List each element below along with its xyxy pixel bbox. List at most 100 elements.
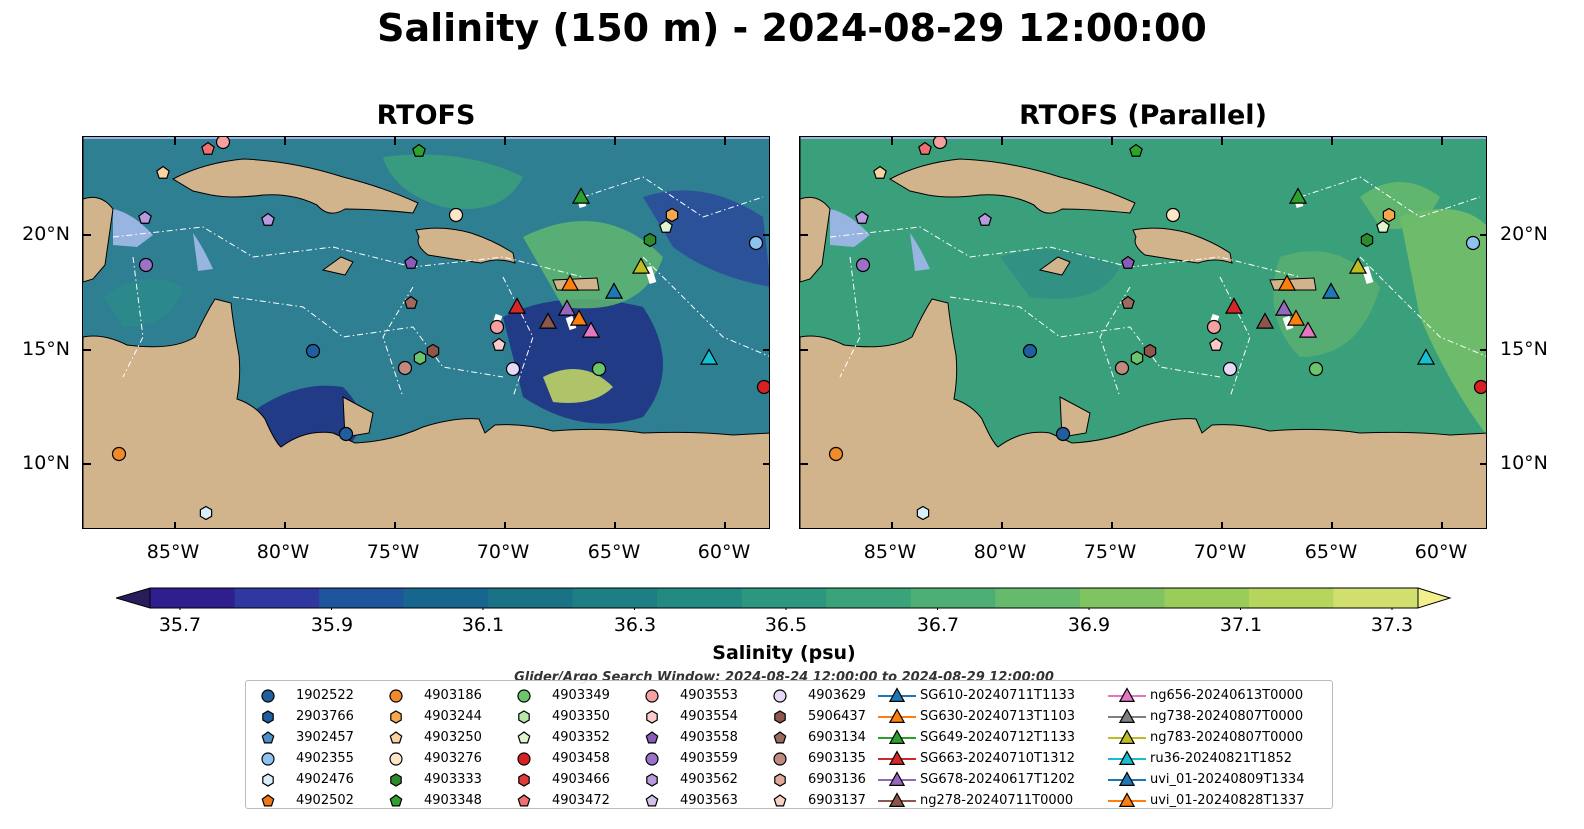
cbar-tick-36-5: 36.5 [764, 614, 808, 636]
float-marker-22 [569, 309, 589, 326]
float-marker-23 [1298, 321, 1318, 338]
legend-pentagon-marker-icon [645, 794, 659, 807]
legend-item: ng783-20240807T0000 [1106, 727, 1336, 748]
float-marker-28 [1114, 360, 1130, 376]
legend-triangle-marker-icon [1108, 708, 1146, 723]
legend-label: 4903629 [808, 688, 866, 703]
legend-label: 4903250 [424, 730, 482, 745]
legend-label: 4903466 [552, 772, 610, 787]
float-marker-29 [1222, 361, 1238, 377]
lat-label-10n-right: 10°N [1500, 452, 1548, 474]
legend-circle-marker-icon [389, 752, 403, 766]
float-marker-7 [1129, 143, 1143, 157]
float-marker-21 [1274, 299, 1294, 316]
float-marker-35 [199, 505, 213, 521]
float-marker-25 [305, 343, 321, 359]
legend-item: 3902457 [252, 727, 380, 748]
legend-item: 6903137 [764, 790, 892, 811]
colorbar-bin [403, 588, 489, 608]
float-marker-26 [426, 343, 440, 359]
float-marker-24 [1209, 337, 1223, 351]
colorbar-bin [319, 588, 405, 608]
figure-title: Salinity (150 m) - 2024-08-29 12:00:00 [377, 6, 1207, 50]
float-marker-19 [1206, 319, 1222, 335]
legend-symbol [1118, 729, 1136, 744]
legend-symbol [888, 771, 906, 786]
float-marker-24 [492, 337, 506, 351]
lat-label-20n-left: 20°N [22, 223, 70, 245]
legend-item: 4902476 [252, 769, 380, 790]
legend-label: 5906437 [808, 709, 866, 724]
legend-label: SG678-20240617T1202 [920, 772, 1076, 787]
legend-label: 6903136 [808, 772, 866, 787]
cbar-tick-36-1: 36.1 [461, 614, 505, 636]
cbar-tick-37-1: 37.1 [1219, 614, 1263, 636]
colorbar-bin [826, 588, 912, 608]
legend-item: 4903629 [764, 685, 892, 706]
panel-title-rtofs: RTOFS [376, 100, 476, 131]
legend-item: SG649-20240712T1133 [876, 727, 1106, 748]
legend-triangle-marker-icon [1108, 729, 1146, 744]
legend-item: 4903250 [380, 727, 508, 748]
legend-triangle-marker-icon [1108, 750, 1146, 765]
float-marker-22 [1286, 309, 1306, 326]
lat-label-10n-left: 10°N [22, 452, 70, 474]
legend-hexagon-marker-icon [390, 710, 402, 724]
float-marker-11 [1360, 232, 1374, 248]
legend-pentagon-marker-icon [773, 794, 787, 807]
legend-item: 1902522 [252, 685, 380, 706]
legend-item: 4903244 [380, 706, 508, 727]
legend-item: SG663-20240710T1312 [876, 748, 1106, 769]
legend-symbol [1118, 708, 1136, 723]
float-marker-30 [591, 361, 607, 377]
legend-symbol [517, 731, 531, 744]
legend-symbol [645, 794, 659, 807]
cbar-tick-35-7: 35.7 [158, 614, 202, 636]
legend-item: 4903276 [380, 748, 508, 769]
legend-label: 4902355 [296, 751, 354, 766]
legend-pentagon-marker-icon [389, 794, 403, 807]
legend-triangle-marker-icon [1108, 687, 1146, 702]
legend-label: ng738-20240807T0000 [1150, 709, 1304, 724]
legend-symbol [646, 773, 658, 787]
salinity-map-rtofs [83, 137, 769, 528]
legend-item: 4903186 [380, 685, 508, 706]
legend-item: SG610-20240711T1133 [876, 685, 1106, 706]
legend-hexagon-marker-icon [518, 773, 530, 787]
legend-label: ru36-20240821T1852 [1150, 751, 1293, 766]
legend-pentagon-marker-icon [261, 794, 275, 807]
legend-symbol [518, 773, 530, 787]
float-marker-2 [932, 137, 948, 150]
legend-symbol [389, 689, 403, 703]
lon-label-65w-right: 65°W [1304, 541, 1358, 563]
float-marker-18 [1121, 295, 1135, 309]
legend-pentagon-marker-icon [517, 731, 531, 744]
float-marker-9 [665, 207, 679, 223]
legend-hexagon-marker-icon [646, 710, 658, 724]
legend-item: ng278-20240711T0000 [876, 790, 1106, 811]
legend-item: 4903562 [636, 769, 764, 790]
float-marker-0 [855, 257, 871, 273]
legend-label: ng278-20240711T0000 [920, 793, 1074, 808]
legend-item: 4903348 [380, 790, 508, 811]
map-panel-rtofs [82, 136, 770, 529]
legend-hexagon-marker-icon [262, 773, 274, 787]
legend-symbol [645, 689, 659, 703]
legend-hexagon-marker-icon [262, 710, 274, 724]
legend-item: 4903558 [636, 727, 764, 748]
float-marker-31 [699, 348, 719, 365]
float-marker-25 [1022, 343, 1038, 359]
legend-item: uvi_01-20240828T1337 [1106, 790, 1336, 811]
legend-item: 4903554 [636, 706, 764, 727]
legend-pentagon-marker-icon [517, 794, 531, 807]
float-marker-4 [156, 165, 170, 179]
lon-label-70w-right: 70°W [1193, 541, 1247, 563]
legend-circle-marker-icon [517, 689, 531, 703]
float-marker-15 [1277, 274, 1297, 291]
legend-symbol [645, 752, 659, 766]
colorbar-bin [910, 588, 996, 608]
legend-item: ng738-20240807T0000 [1106, 706, 1336, 727]
panel-title-rtofs-parallel: RTOFS (Parallel) [1019, 100, 1267, 131]
legend-item: 4903352 [508, 727, 636, 748]
float-marker-8 [571, 187, 591, 204]
